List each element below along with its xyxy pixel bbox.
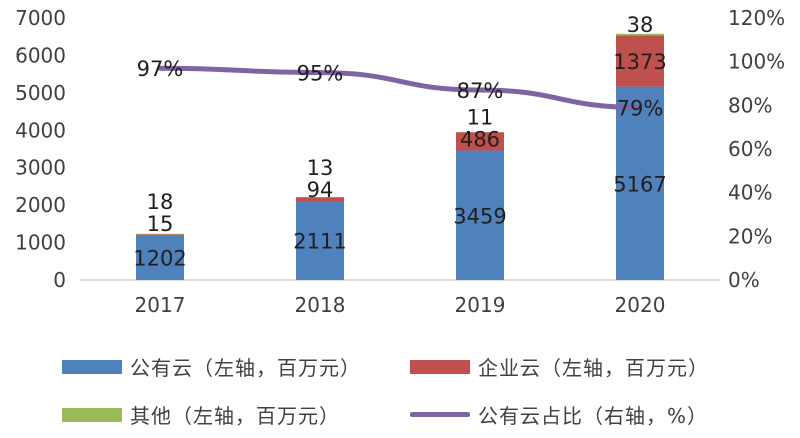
- data-label-other: 13: [307, 156, 334, 180]
- y-left-tick-label: 0: [53, 268, 66, 292]
- data-label-other: 11: [467, 106, 494, 130]
- legend-label-other: 其他（左轴，百万元）: [130, 404, 340, 428]
- legend-swatch-public-cloud: [62, 359, 122, 374]
- y-right-tick-label: 60%: [728, 137, 772, 161]
- bar-segment-1: [456, 150, 504, 280]
- legend-label-public-cloud-share: 公有云占比（右轴，%）: [478, 404, 709, 428]
- data-label-enterprise-cloud: 1373: [613, 50, 666, 74]
- legend-item-public-cloud-share: 公有云占比（右轴，%）: [410, 400, 708, 429]
- data-label-other: 18: [147, 190, 174, 214]
- bar-segment-2: [616, 35, 664, 87]
- x-tick-label: 2019: [455, 293, 506, 317]
- y-left-tick-label: 4000: [15, 118, 66, 142]
- bar-segment-2: [456, 132, 504, 151]
- data-label-share: 97%: [137, 57, 184, 81]
- legend-swatch-other: [62, 407, 122, 422]
- y-left-tick-label: 5000: [15, 81, 66, 105]
- legend-label-public-cloud: 公有云（左轴，百万元）: [130, 356, 361, 380]
- bar-segment-2: [136, 234, 184, 236]
- bar-segment-1: [296, 200, 344, 280]
- y-right-tick-label: 40%: [728, 181, 772, 205]
- y-left-tick-label: 2000: [15, 193, 66, 217]
- legend-item-enterprise-cloud: 企业云（左轴，百万元）: [410, 352, 709, 381]
- x-tick-label: 2020: [615, 293, 666, 317]
- data-label-other: 38: [627, 13, 654, 37]
- y-right-tick-label: 0%: [728, 268, 760, 292]
- legend-item-other: 其他（左轴，百万元）: [62, 400, 340, 429]
- y-right-tick-label: 80%: [728, 93, 772, 117]
- data-label-public-cloud: 2111: [293, 229, 346, 253]
- y-right-tick-label: 120%: [728, 6, 785, 30]
- legend-label-enterprise-cloud: 企业云（左轴，百万元）: [478, 356, 709, 380]
- bar-segment-3: [616, 33, 664, 36]
- legend-item-public-cloud: 公有云（左轴，百万元）: [62, 352, 361, 381]
- y-left-tick-label: 6000: [15, 43, 66, 67]
- data-label-public-cloud: 1202: [133, 247, 186, 271]
- bar-segment-3: [136, 233, 184, 235]
- data-label-public-cloud: 3459: [453, 204, 506, 228]
- bar-segment-2: [296, 197, 344, 201]
- legend-swatch-public-cloud-share: [410, 412, 470, 417]
- y-right-tick-label: 100%: [728, 50, 785, 74]
- bar-segment-1: [616, 86, 664, 281]
- data-label-share: 79%: [617, 97, 664, 121]
- x-tick-label: 2017: [135, 293, 186, 317]
- legend-swatch-enterprise-cloud: [410, 359, 470, 374]
- data-label-share: 95%: [297, 62, 344, 86]
- stacked-bar-line-chart: 0 1000 2000 3000 4000 5000 6000 7000 0% 20% 40% 60%…: [15, 6, 785, 317]
- x-tick-label: 2018: [295, 293, 346, 317]
- data-label-public-cloud: 5167: [613, 172, 666, 196]
- data-label-enterprise-cloud: 486: [460, 128, 500, 152]
- share-line: [157, 65, 643, 111]
- data-label-share: 87%: [457, 79, 504, 103]
- bar-segment-1: [136, 235, 184, 280]
- chart-legend: 公有云（左轴，百万元） 企业云（左轴，百万元） 其他（左轴，百万元） 公有云占比…: [0, 340, 800, 438]
- y-left-tick-label: 3000: [15, 156, 66, 180]
- data-label-enterprise-cloud: 15: [147, 212, 174, 236]
- y-left-tick-label: 1000: [15, 231, 66, 255]
- y-left-tick-label: 7000: [15, 6, 66, 30]
- y-right-tick-label: 20%: [728, 224, 772, 248]
- data-label-enterprise-cloud: 94: [307, 178, 334, 202]
